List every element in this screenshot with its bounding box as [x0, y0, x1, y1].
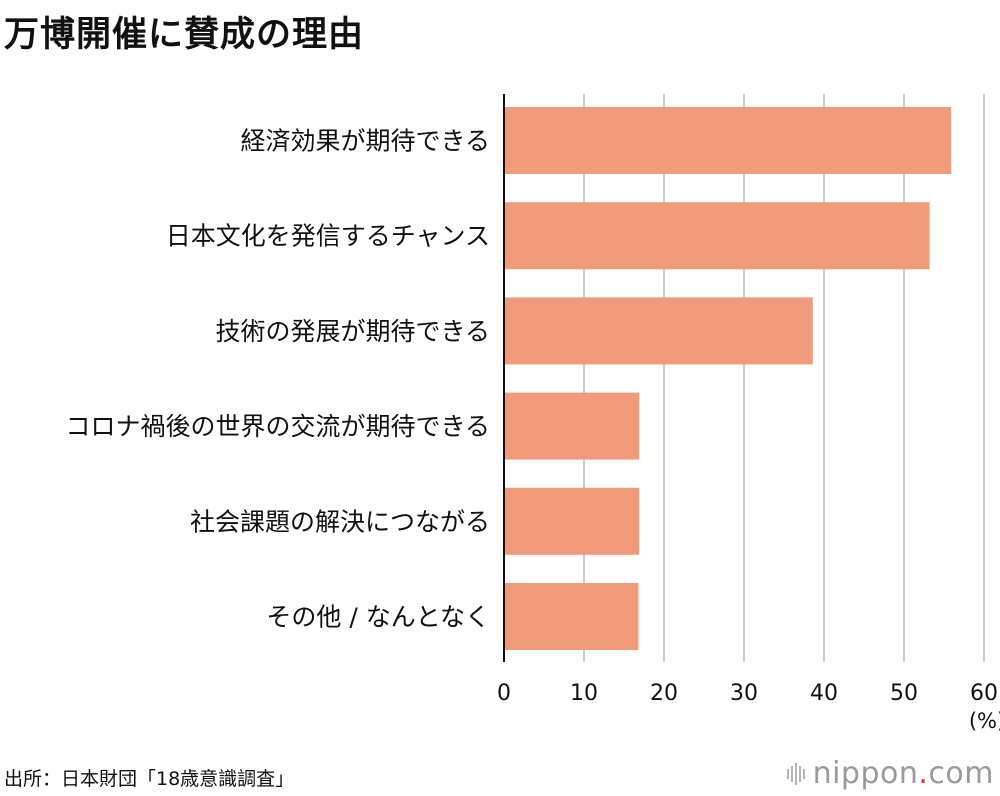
- bar: [504, 487, 640, 555]
- chart-title: 万博開催に賛成の理由: [4, 15, 365, 55]
- category-label: 日本文化を発信するチャンス: [166, 222, 490, 251]
- category-label: 社会課題の解決につながる: [190, 507, 490, 536]
- bar: [504, 392, 640, 460]
- x-tick-label: 10: [570, 681, 598, 706]
- source-note: 出所：日本財団「18歳意識調査」: [4, 768, 295, 790]
- bar: [504, 297, 813, 365]
- category-label: その他 / なんとなく: [266, 603, 490, 632]
- category-label: 経済効果が期待できる: [240, 127, 490, 156]
- x-tick-label: 40: [810, 681, 838, 706]
- category-label: 技術の発展が期待できる: [215, 317, 490, 346]
- bar: [504, 202, 930, 270]
- x-axis-unit: (%): [969, 709, 1000, 733]
- x-tick-label: 30: [730, 681, 758, 706]
- x-tick-label: 50: [890, 681, 918, 706]
- bar: [504, 107, 952, 174]
- nippon-logo: nippon.com: [786, 756, 994, 791]
- x-tick-label: 60: [970, 681, 998, 706]
- logo-text: nippon.com: [812, 756, 994, 791]
- logo-mark-icon: [786, 762, 805, 785]
- category-label: コロナ禍後の世界の交流が期待できる: [65, 412, 490, 441]
- x-tick-label: 20: [650, 681, 678, 706]
- x-tick-label: 0: [497, 681, 511, 706]
- bar: [504, 583, 639, 650]
